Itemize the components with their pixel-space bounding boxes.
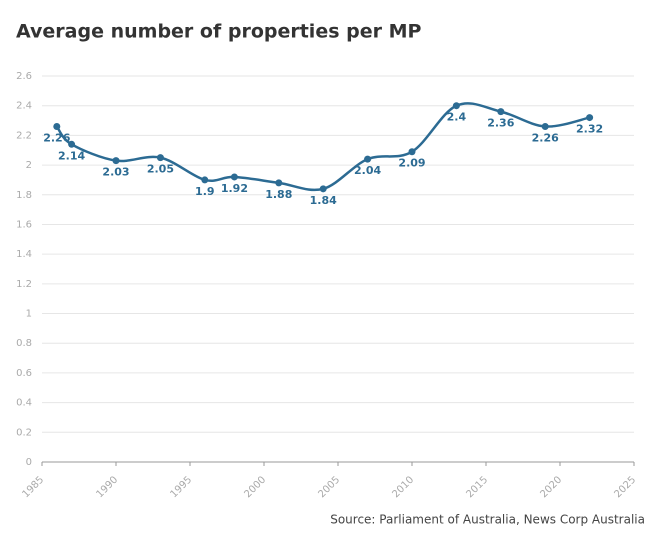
point bbox=[156, 154, 164, 162]
x-tick-label: 1985 bbox=[20, 474, 46, 500]
x-tick-label: 2010 bbox=[390, 474, 416, 500]
x-tick-label: 2015 bbox=[464, 474, 490, 500]
point bbox=[230, 173, 238, 181]
y-tick-label: 0 bbox=[26, 457, 32, 468]
data-label: 2.36 bbox=[487, 117, 514, 130]
data-label: 1.9 bbox=[195, 185, 215, 198]
x-tick-label: 2005 bbox=[316, 474, 342, 500]
point bbox=[201, 176, 209, 184]
point bbox=[586, 114, 594, 122]
point bbox=[319, 185, 327, 193]
point bbox=[497, 108, 505, 116]
point bbox=[112, 157, 120, 165]
y-tick-label: 0.4 bbox=[16, 398, 32, 409]
data-label: 2.4 bbox=[447, 111, 467, 124]
y-tick-label: 0.2 bbox=[16, 427, 32, 438]
x-tick-label: 2000 bbox=[242, 474, 268, 500]
x-tick-label: 1995 bbox=[168, 474, 194, 500]
y-tick-label: 2.2 bbox=[16, 130, 32, 141]
data-label: 2.14 bbox=[58, 149, 85, 162]
data-label: 2.09 bbox=[398, 157, 425, 170]
point bbox=[364, 155, 372, 163]
y-tick-label: 2.4 bbox=[16, 101, 32, 112]
data-label: 2.03 bbox=[102, 166, 129, 179]
point bbox=[541, 122, 549, 130]
point bbox=[68, 140, 76, 148]
x-tick-label: 2025 bbox=[612, 474, 638, 500]
data-label: 2.26 bbox=[43, 131, 70, 144]
chart-title: Average number of properties per MP bbox=[16, 21, 422, 43]
x-tick-label: 1990 bbox=[94, 474, 120, 500]
y-tick-label: 1.4 bbox=[16, 249, 32, 260]
data-label: 2.32 bbox=[576, 123, 603, 136]
point bbox=[408, 148, 416, 156]
y-tick-label: 1 bbox=[26, 309, 32, 320]
data-label: 2.26 bbox=[532, 131, 559, 144]
point bbox=[452, 102, 460, 110]
y-tick-label: 1.6 bbox=[16, 219, 32, 230]
data-label: 1.84 bbox=[310, 194, 337, 207]
line bbox=[55, 102, 590, 192]
y-tick-label: 2.6 bbox=[16, 71, 32, 82]
data-label: 2.04 bbox=[354, 164, 381, 177]
data-label: 1.88 bbox=[265, 188, 292, 201]
y-tick-label: 1.8 bbox=[16, 190, 32, 201]
data-label: 2.05 bbox=[147, 163, 174, 176]
source: Source: Parliament of Australia, News Co… bbox=[330, 513, 645, 527]
point bbox=[275, 179, 283, 187]
y-tick-label: 0.6 bbox=[16, 368, 32, 379]
y-tick-label: 0.8 bbox=[16, 338, 32, 349]
y-tick-label: 1.2 bbox=[16, 279, 32, 290]
x-tick-label: 2020 bbox=[538, 474, 564, 500]
point bbox=[53, 122, 61, 130]
data-label: 1.92 bbox=[221, 182, 248, 195]
y-tick-label: 2 bbox=[26, 160, 32, 171]
